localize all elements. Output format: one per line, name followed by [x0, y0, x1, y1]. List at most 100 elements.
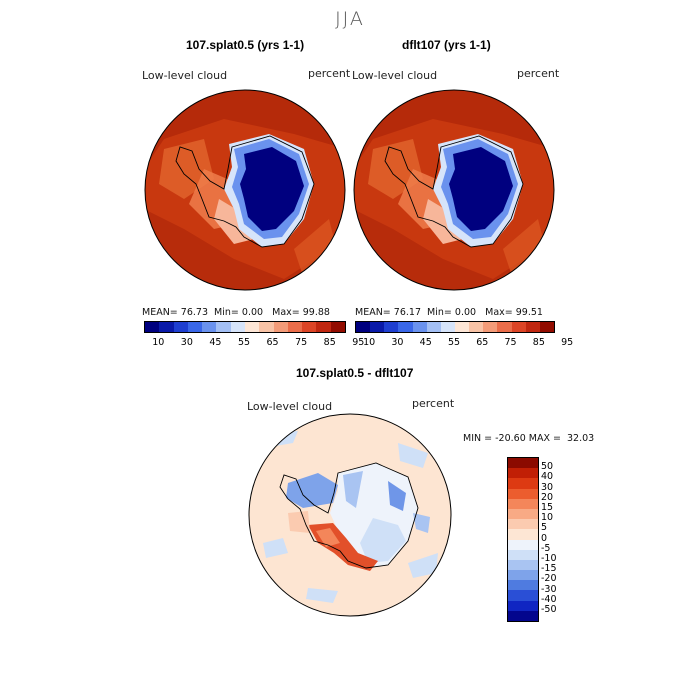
diff-colorbar-tick-label: 10	[541, 512, 554, 524]
panel1-max: 99.88	[302, 307, 330, 318]
panel2-mean: 76.17	[393, 307, 421, 318]
colorbar-tick-label: 75	[504, 337, 517, 348]
diff-colorbar-swatch	[508, 559, 538, 571]
panel1-colorbar	[144, 321, 346, 333]
colorbar-swatch	[398, 322, 413, 332]
colorbar-tick-label: 95	[352, 337, 365, 348]
panel1-mean: 76.73	[180, 307, 208, 318]
colorbar-swatch	[173, 322, 188, 332]
diff-colorbar-swatch	[508, 600, 538, 611]
colorbar-swatch	[440, 322, 455, 332]
diff-colorbar-tick-label: 50	[541, 461, 554, 473]
diff-colorbar-swatch	[508, 580, 538, 591]
colorbar-swatch	[370, 322, 385, 332]
diff-colorbar-tick-label: 40	[541, 471, 554, 483]
panel2-coastline	[384, 135, 524, 248]
colorbar-tick-label: 55	[237, 337, 251, 348]
colorbar-swatch	[469, 322, 484, 332]
colorbar-swatch	[259, 322, 274, 332]
season-title: JJA	[335, 8, 365, 30]
diff-colorbar-swatch	[508, 508, 538, 520]
panel2-max: 99.51	[515, 307, 543, 318]
panel1-map	[144, 89, 346, 291]
diff-colorbar-swatch	[508, 478, 538, 489]
colorbar-tick-label: 95	[561, 337, 574, 348]
panel2-ice-core	[449, 147, 513, 231]
colorbar-tick-label: 45	[209, 337, 222, 348]
diff-colorbar-swatch	[508, 458, 538, 469]
diff-colorbar-tick-label: -15	[541, 563, 557, 575]
colorbar-swatch	[483, 322, 498, 332]
panel1-coastline	[175, 135, 315, 248]
colorbar-swatch	[159, 322, 174, 332]
diff-units: percent	[412, 397, 455, 410]
colorbar-tick-label: 10	[363, 337, 376, 348]
diff-colorbar-tick-label: 0	[541, 532, 548, 544]
panel2-units: percent	[517, 67, 560, 80]
diff-colorbar-ticks: 50 40 30 20 15 10 5 0 -5 -10 -15 -20 -30 -40 -50	[541, 457, 581, 621]
panel2-map	[353, 89, 555, 291]
panel2-variable: Low-level cloud	[352, 69, 438, 82]
colorbar-tick-label: 45	[419, 337, 432, 348]
panel1-stats: MEAN= 76.73 Min= 0.00 Max= 99.88	[142, 307, 330, 318]
panel2-stats: MEAN= 76.17 Min= 0.00 Max= 99.51	[355, 307, 543, 318]
diff-colorbar-swatch	[508, 590, 538, 601]
diff-colorbar-tick-label: 20	[541, 491, 554, 503]
panel1-units: percent	[308, 67, 351, 80]
colorbar-swatch	[511, 322, 526, 332]
diff-colorbar-tick-label: 30	[541, 481, 554, 493]
diff-colorbar-swatch	[508, 610, 538, 621]
panel1-ice-core	[240, 147, 304, 231]
colorbar-tick-label: 85	[532, 337, 545, 348]
diff-colorbar-swatch	[508, 468, 538, 479]
colorbar-tick-label: 75	[295, 337, 308, 348]
panel2-title: dflt107 (yrs 1-1)	[402, 38, 491, 52]
panel2-min: 0.00	[454, 307, 477, 318]
diff-variable: Low-level cloud	[247, 400, 333, 413]
colorbar-tick-label: 55	[447, 337, 461, 348]
diff-colorbar-tick-label: -50	[541, 604, 557, 615]
diff-colorbar-swatch	[508, 519, 538, 530]
colorbar-swatch	[454, 322, 470, 332]
colorbar-tick-label: 30	[391, 337, 404, 348]
panel1-title: 107.splat0.5 (yrs 1-1)	[186, 38, 305, 52]
colorbar-tick-label: 10	[152, 337, 165, 348]
diff-colorbar-swatch	[508, 529, 538, 540]
diff-min: -20.60	[495, 433, 526, 444]
colorbar-swatch	[384, 322, 399, 332]
diff-colorbar-tick-label: -10	[541, 553, 557, 564]
colorbar-swatch	[273, 322, 288, 332]
colorbar-tick-label: 65	[476, 337, 489, 348]
diff-coastline	[279, 462, 419, 569]
diff-colorbar-swatch	[508, 498, 538, 509]
colorbar-swatch	[230, 322, 245, 332]
panel1-variable: Low-level cloud	[142, 69, 228, 82]
colorbar-swatch	[330, 322, 345, 332]
diff-colorbar-swatch	[508, 539, 538, 550]
colorbar-swatch	[539, 322, 554, 332]
diff-colorbar-tick-label: -30	[541, 583, 557, 595]
diff-colorbar-swatch	[508, 488, 538, 499]
diff-map	[248, 413, 452, 617]
diff-colorbar-tick-label: -5	[541, 542, 551, 554]
colorbar-tick-label: 30	[180, 337, 193, 348]
colorbar-swatch	[287, 322, 303, 332]
colorbar-swatch	[302, 322, 317, 332]
panel2-colorbar	[355, 321, 555, 333]
diff-colorbar-swatch	[508, 570, 538, 581]
colorbar-swatch	[426, 322, 441, 332]
diff-colorbar-tick-label: -20	[541, 573, 557, 585]
diff-colorbar-tick-label: 5	[541, 522, 548, 534]
colorbar-swatch	[412, 322, 427, 332]
colorbar-swatch	[202, 322, 217, 332]
colorbar-swatch	[356, 322, 371, 332]
diff-max: 32.03	[567, 433, 595, 444]
colorbar-swatch	[216, 322, 231, 332]
colorbar-tick-label: 85	[323, 337, 336, 348]
colorbar-swatch	[145, 322, 160, 332]
colorbar-tick-label: 65	[266, 337, 279, 348]
diff-title: 107.splat0.5 - dflt107	[296, 366, 414, 380]
panel1-min: 0.00	[241, 307, 264, 318]
colorbar-swatch	[187, 322, 203, 332]
colorbar-swatch	[497, 322, 512, 332]
